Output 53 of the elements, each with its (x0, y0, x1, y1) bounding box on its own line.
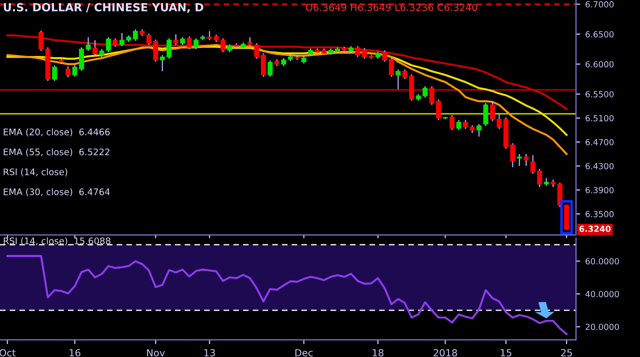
x-tick-label: 13 (204, 349, 215, 356)
annotation: EMA (55, close) 6.5222 (4, 148, 110, 156)
y-tick-label: 6.4300 (586, 162, 614, 170)
y-tick-label: 20.0000 (586, 324, 619, 330)
x-tick-label: 15 (500, 349, 512, 356)
annotation: EMA (20, close) 6.4466 (4, 128, 110, 136)
x-tick-label: 25 (561, 349, 572, 356)
candlestick (254, 42, 260, 60)
candlestick (456, 119, 462, 131)
line-series (6, 255, 568, 335)
candlestick (355, 46, 360, 58)
candlestick (388, 56, 394, 78)
candlestick (483, 102, 488, 126)
y-tick-label: 6.6500 (586, 31, 614, 38)
y-tick-label: 6.4700 (586, 139, 614, 146)
y-tick-label: 6.3500 (586, 210, 614, 218)
candlestick (38, 30, 44, 52)
candlestick (186, 36, 192, 50)
candlestick (516, 153, 522, 167)
candlestick (106, 36, 111, 53)
candlestick (396, 68, 401, 90)
candlestick (194, 38, 199, 50)
chart-title: U.S. DOLLAR / CHINESE YUAN, D (4, 3, 204, 13)
y-tick-label: 6.5500 (586, 91, 614, 98)
annotation: RSI (14, close) 15.6088 (4, 237, 110, 246)
candlestick (52, 64, 58, 82)
annotation: 6.3240 (579, 226, 611, 232)
candlestick (268, 60, 273, 78)
candlestick (132, 28, 138, 42)
x-tick-label: Dec (295, 349, 313, 356)
x-tick-label: Nov (147, 349, 165, 356)
candlestick (173, 34, 178, 46)
y-tick-label: 6.3900 (586, 186, 614, 194)
x-tick-label: 2018 (434, 349, 458, 356)
candlestick (260, 52, 266, 78)
x-tick-label: 18 (372, 349, 384, 356)
annotation: EMA (30, close) 6.4764 (4, 188, 110, 196)
candlestick (476, 123, 482, 138)
y-tick-label: 60.0000 (586, 258, 619, 264)
y-tick-label: 6.7000 (586, 1, 614, 8)
x-tick-label: Oct (0, 349, 16, 356)
annotation: O6.3649 H6.3649 L6.3236 C6.3240 (306, 4, 478, 12)
candlestick (66, 66, 71, 78)
y-tick-label: 6.5100 (586, 115, 614, 122)
candlestick (524, 153, 529, 167)
candlestick (92, 40, 98, 56)
candlestick (382, 50, 388, 62)
candlestick (557, 182, 562, 208)
y-tick-label: 40.0000 (585, 290, 619, 298)
candlestick (450, 114, 455, 131)
x-tick-label: 16 (70, 349, 80, 356)
annotation: RSI (14, close) (4, 168, 68, 176)
y-tick-label: 6.6000 (586, 61, 614, 68)
